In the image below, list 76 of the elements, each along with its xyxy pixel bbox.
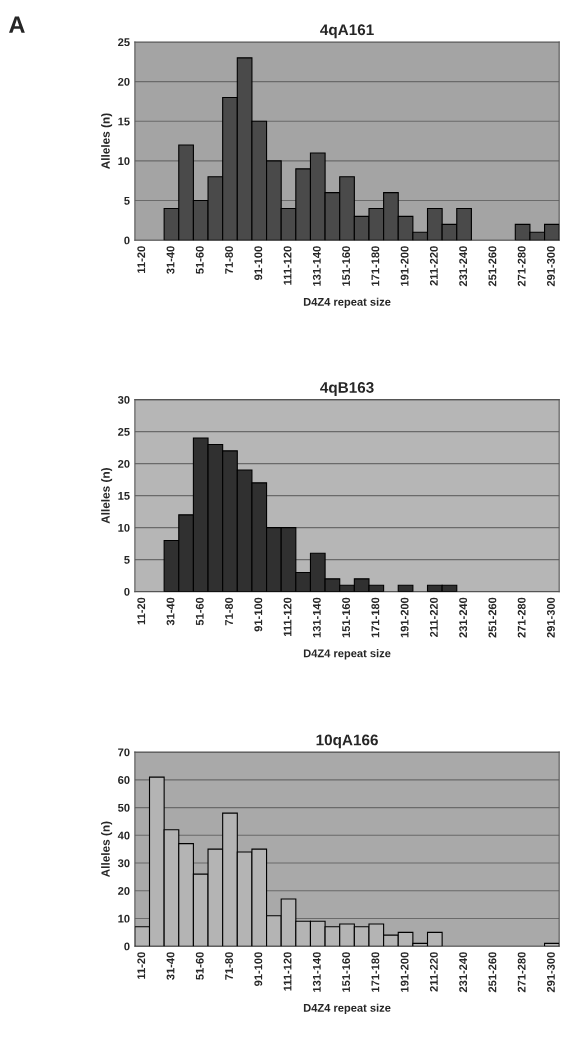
x-tick-label: 11-20 <box>137 246 146 273</box>
x-tick-label: 171-180 <box>371 952 380 992</box>
chart-title: 10qA166 <box>316 734 378 749</box>
y-tick-label: 20 <box>118 459 130 468</box>
y-tick-label: 40 <box>117 831 130 840</box>
x-tick-label: 191-200 <box>400 952 409 992</box>
x-tick-label: 71-80 <box>225 597 233 626</box>
x-tick-label: 211-220 <box>429 952 438 992</box>
y-tick-label: 15 <box>118 492 130 500</box>
x-tick-label: 111-120 <box>283 597 292 637</box>
text: A <box>9 16 25 33</box>
x-tick-label: 251-260 <box>488 597 497 638</box>
y-tick-label: 30 <box>117 859 130 868</box>
x-tick-label: 271-280 <box>517 246 526 287</box>
y-axis-title: Alleles (n) <box>101 113 113 169</box>
x-tick-label: 191-200 <box>400 246 409 286</box>
y-tick-label: 30 <box>117 395 130 404</box>
x-tick-label: 111-120 <box>283 246 292 285</box>
x-tick-label: 171-180 <box>371 597 380 638</box>
y-tick-label: 5 <box>124 196 130 205</box>
y-tick-label: 15 <box>118 117 130 126</box>
x-tick-label: 231-240 <box>459 952 468 993</box>
chart-title: 4qA161 <box>320 24 374 39</box>
y-tick-label: 50 <box>118 803 130 812</box>
y-tick-label: 60 <box>118 776 130 784</box>
y-tick-label: 0 <box>124 942 130 951</box>
x-tick-label: 91-100 <box>254 246 263 280</box>
x-tick-label: 171-180 <box>371 246 380 286</box>
x-tick-label: 131-140 <box>312 952 321 992</box>
x-axis-title: D4Z4 repeat size <box>303 297 391 309</box>
x-tick-label: 271-280 <box>517 597 526 638</box>
y-tick-label: 25 <box>118 38 130 47</box>
x-tick-label: 191-200 <box>400 597 409 638</box>
x-tick-label: 71-80 <box>225 246 233 274</box>
y-tick-label: 0 <box>124 587 130 596</box>
x-tick-label: 31-40 <box>166 597 175 626</box>
y-tick-label: 25 <box>118 427 130 436</box>
y-tick-label: 0 <box>124 236 130 245</box>
chart-title: 4qB163 <box>320 382 374 396</box>
x-tick-label: 231-240 <box>459 597 468 638</box>
y-tick-label: 10 <box>118 523 130 532</box>
x-tick-label: 31-40 <box>166 952 175 980</box>
x-tick-label: 51-60 <box>195 952 204 980</box>
x-tick-label: 151-160 <box>342 597 351 638</box>
x-tick-label: 211-220 <box>429 246 438 286</box>
y-tick-label: 10 <box>118 157 130 166</box>
x-tick-label: 91-100 <box>254 952 263 986</box>
x-tick-label: 251-260 <box>488 952 497 993</box>
x-tick-label: 131-140 <box>312 246 321 286</box>
x-tick-label: 11-20 <box>137 952 146 979</box>
x-tick-label: 151-160 <box>342 246 351 286</box>
x-tick-label: 251-260 <box>488 246 497 287</box>
x-tick-label: 111-120 <box>283 952 292 991</box>
y-tick-label: 5 <box>124 556 130 564</box>
y-axis-title: Alleles (n) <box>101 821 113 878</box>
y-tick-label: 20 <box>118 77 130 86</box>
x-tick-label: 151-160 <box>342 952 351 992</box>
x-tick-label: 291-300 <box>546 952 555 993</box>
x-tick-label: 211-220 <box>429 597 438 637</box>
y-axis-title: Alleles (n) <box>101 468 113 524</box>
x-tick-label: 91-100 <box>254 597 263 632</box>
y-tick-label: 10 <box>118 914 130 923</box>
x-axis-title: D4Z4 repeat size <box>303 1003 391 1014</box>
x-tick-label: 31-40 <box>166 246 175 274</box>
x-axis-title: D4Z4 repeat size <box>303 649 391 660</box>
x-tick-label: 291-300 <box>546 246 555 287</box>
y-tick-label: 70 <box>118 748 130 757</box>
x-tick-label: 71-80 <box>225 952 233 980</box>
x-tick-label: 11-20 <box>137 597 146 625</box>
y-tick-label: 20 <box>118 887 130 895</box>
x-tick-label: 271-280 <box>517 952 526 993</box>
x-tick-label: 51-60 <box>195 597 204 626</box>
x-tick-label: 231-240 <box>459 246 468 287</box>
x-tick-label: 131-140 <box>312 597 321 638</box>
x-tick-label: 291-300 <box>546 597 555 638</box>
x-tick-label: 51-60 <box>195 246 204 274</box>
